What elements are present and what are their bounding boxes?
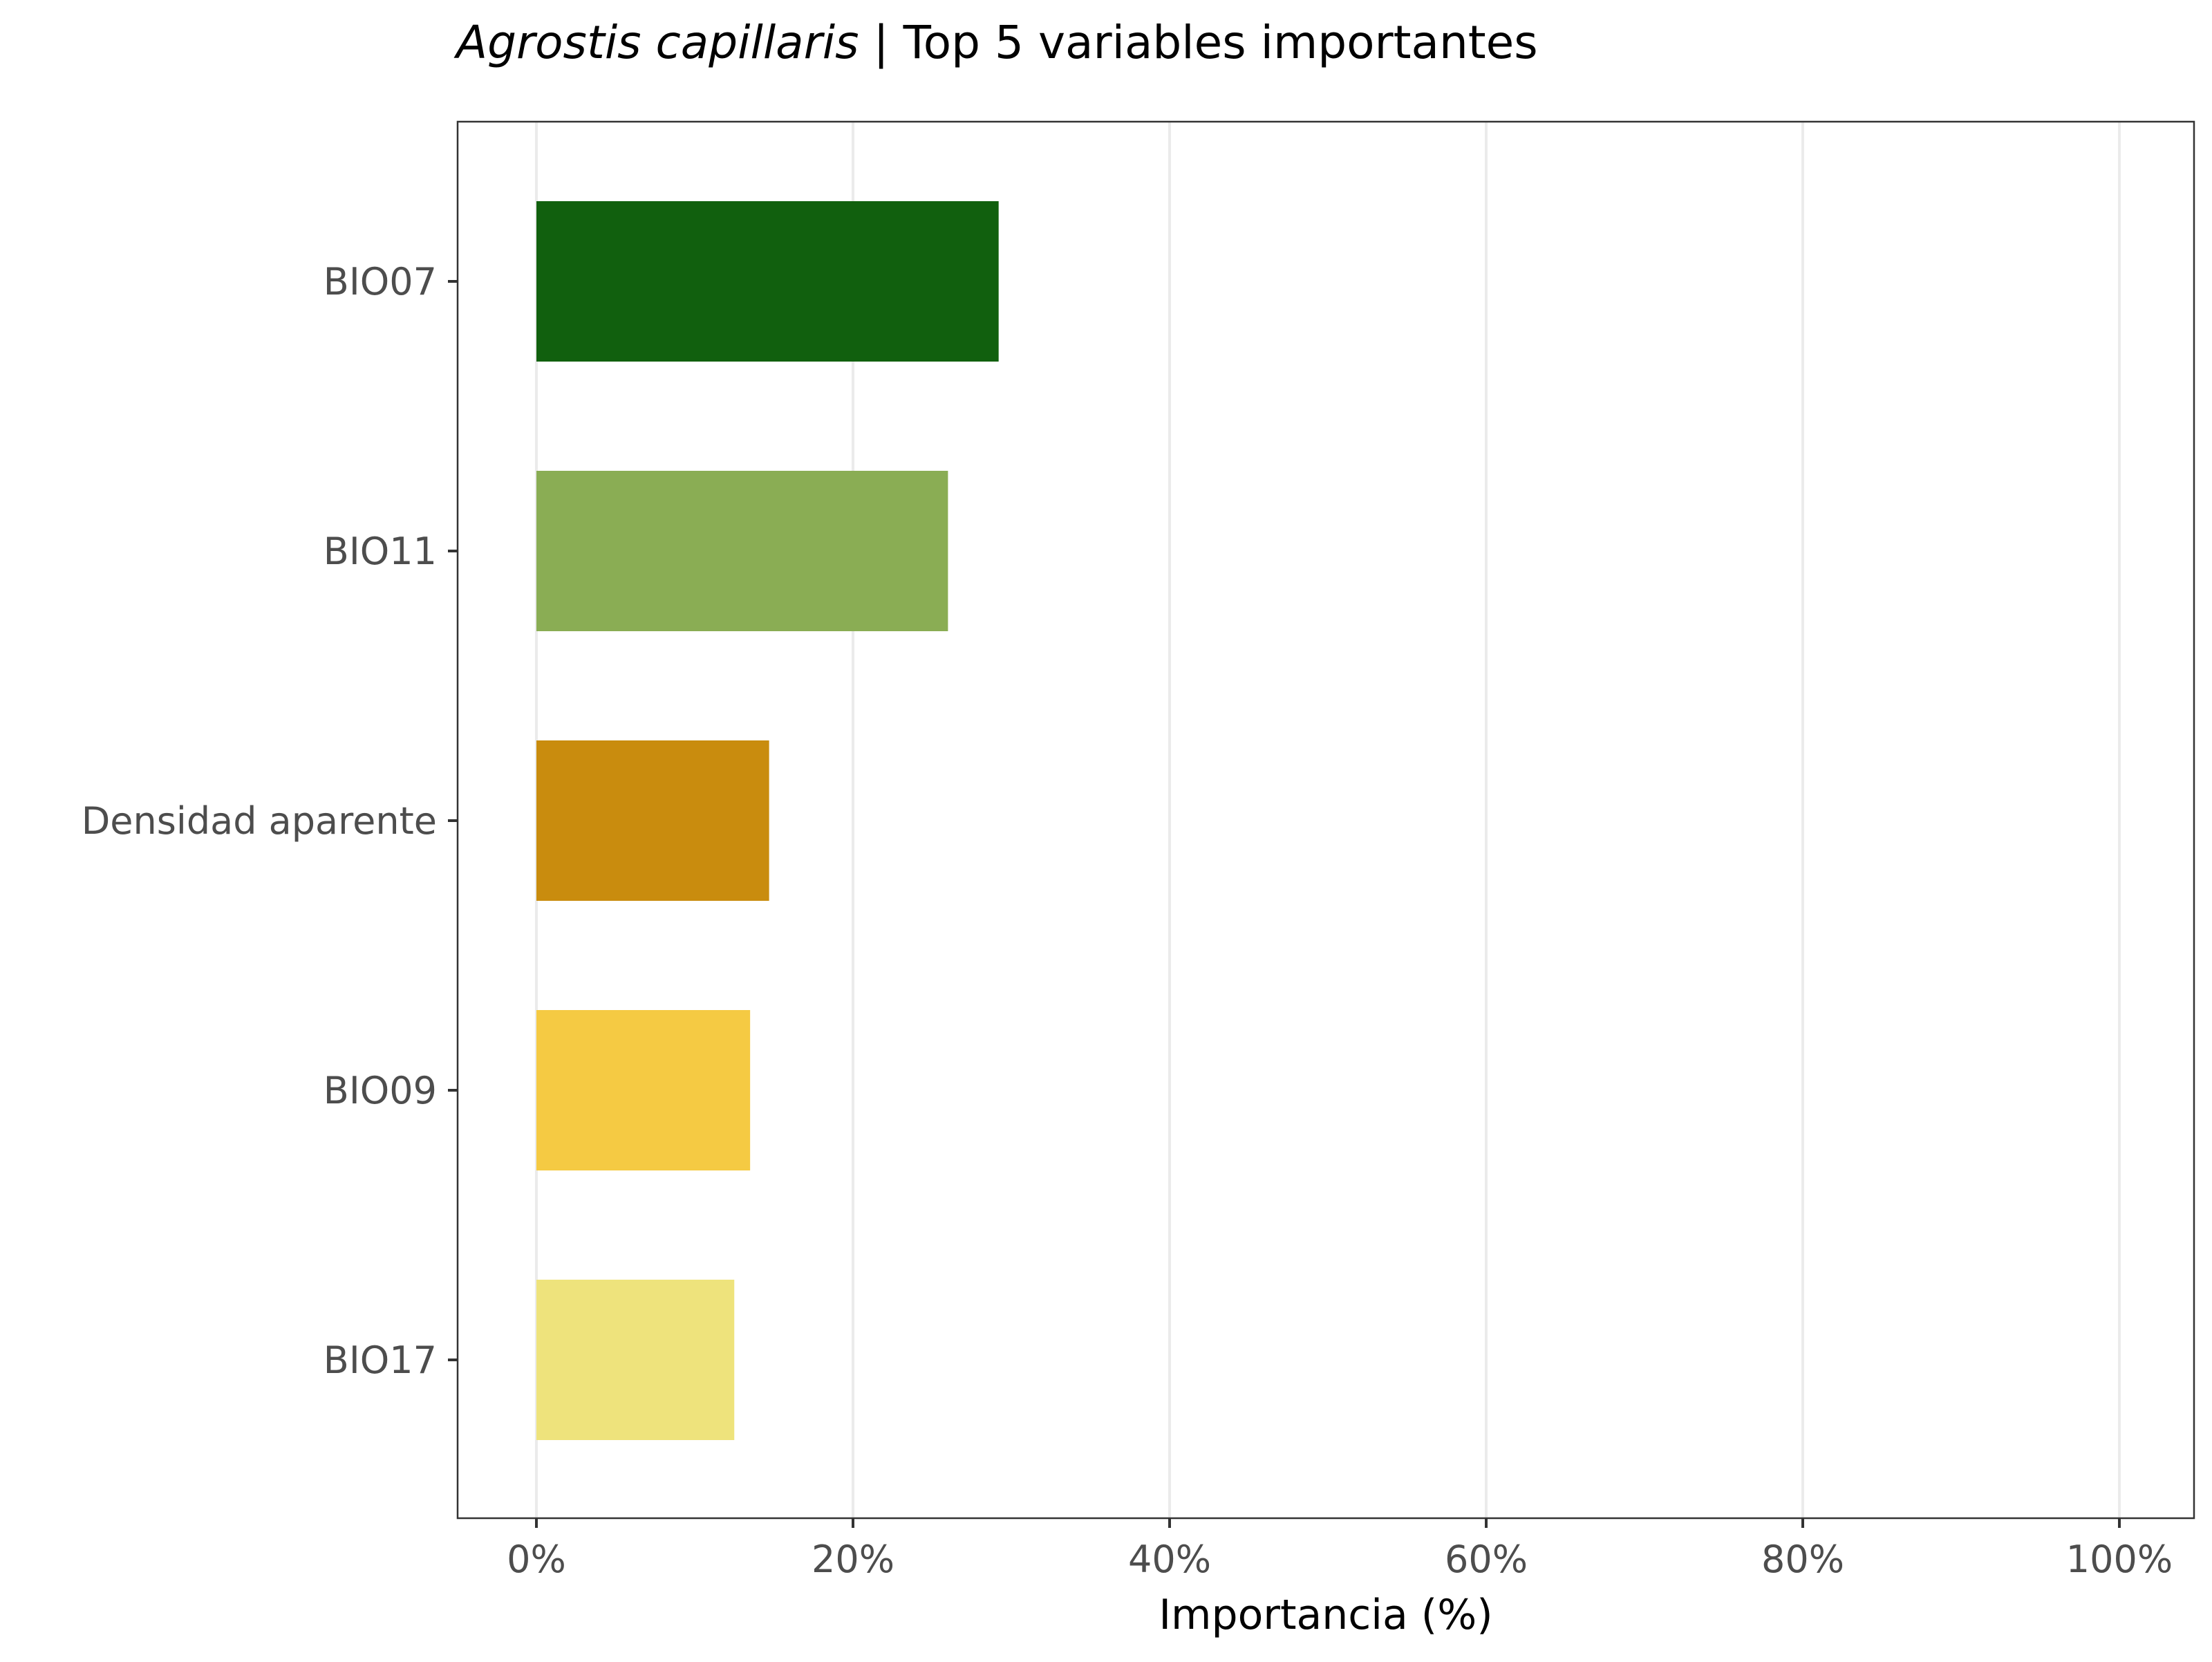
bar-bio17 <box>536 1280 735 1440</box>
bars <box>536 201 999 1440</box>
y-tick-label: BIO09 <box>324 1069 437 1112</box>
x-tick-label: 20% <box>812 1538 894 1581</box>
x-tick-label: 80% <box>1761 1538 1844 1581</box>
bar-bio09 <box>536 1010 751 1170</box>
x-axis: 0% 20% 40% 60% 80% 100% <box>507 1518 2173 1581</box>
y-tick-label: BIO17 <box>324 1338 437 1382</box>
y-axis: BIO07 BIO11 Densidad aparente BIO09 BIO17 <box>82 260 458 1382</box>
x-tick-label: 40% <box>1128 1538 1211 1581</box>
x-tick-label: 60% <box>1445 1538 1528 1581</box>
bar-densidad-aparente <box>536 740 769 901</box>
x-tick-label: 100% <box>2066 1538 2173 1581</box>
y-tick-label: Densidad aparente <box>82 799 437 843</box>
x-axis-title: Importancia (%) <box>1159 1591 1492 1639</box>
bar-bio11 <box>536 471 948 631</box>
y-tick-label: BIO07 <box>324 260 437 304</box>
bar-bio07 <box>536 201 999 362</box>
chart-title-text: Top 5 variables importantes <box>903 16 1538 69</box>
x-tick-label: 0% <box>507 1538 566 1581</box>
chart-title-species: Agrostis capillaris <box>453 16 859 69</box>
chart-title: Agrostis capillaris | Top 5 variables im… <box>453 16 1538 69</box>
y-tick-label: BIO11 <box>324 530 437 573</box>
chart-title-separator: | <box>859 16 903 69</box>
